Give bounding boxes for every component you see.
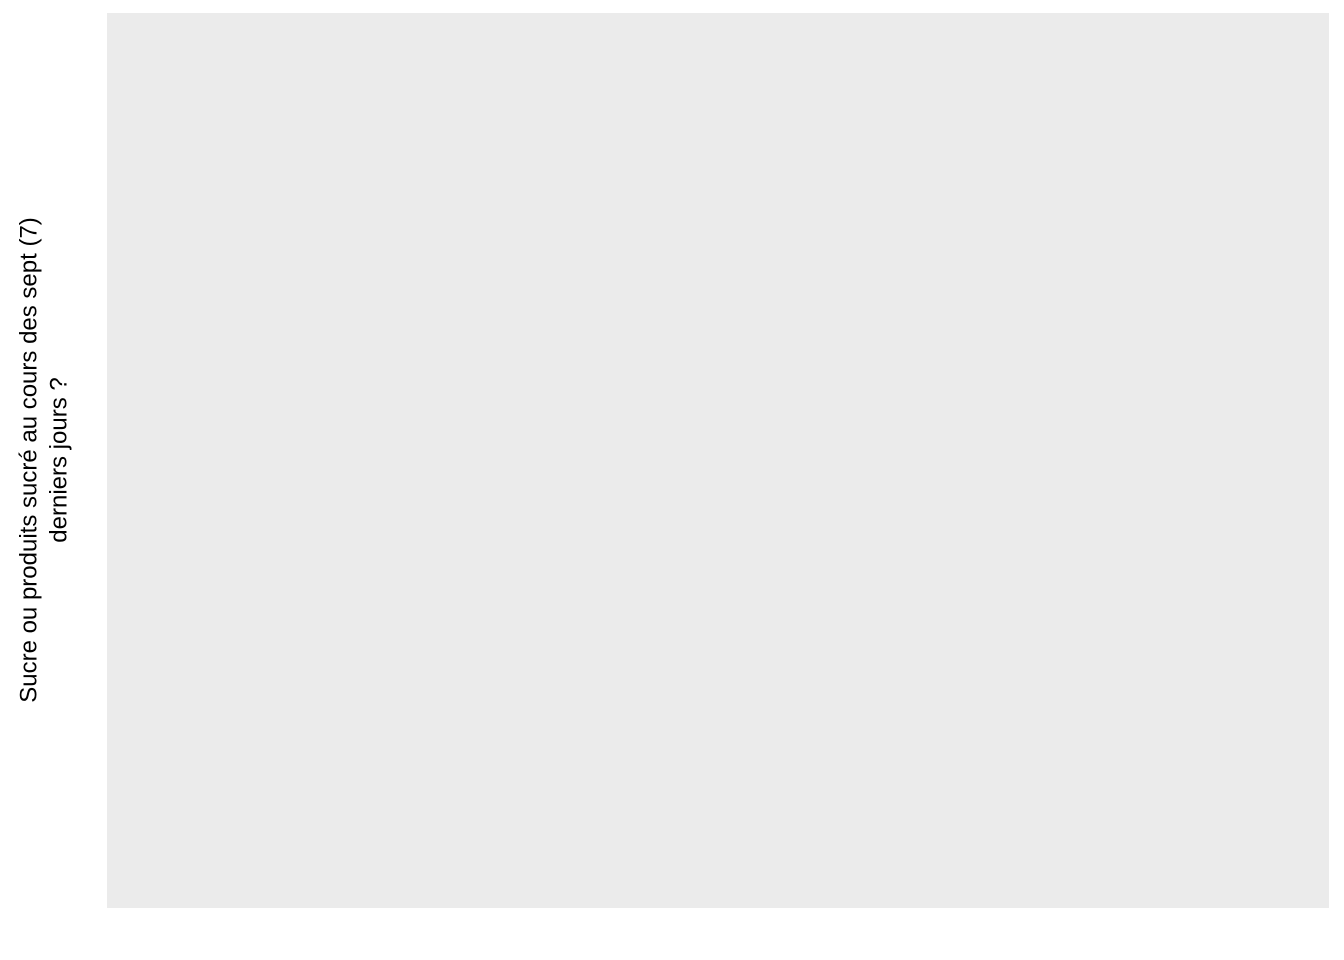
panel xyxy=(107,13,1329,908)
y-axis-title: Sucre ou produits sucré au cours des sep… xyxy=(15,217,42,703)
y-axis-title: derniers jours ? xyxy=(45,377,72,542)
